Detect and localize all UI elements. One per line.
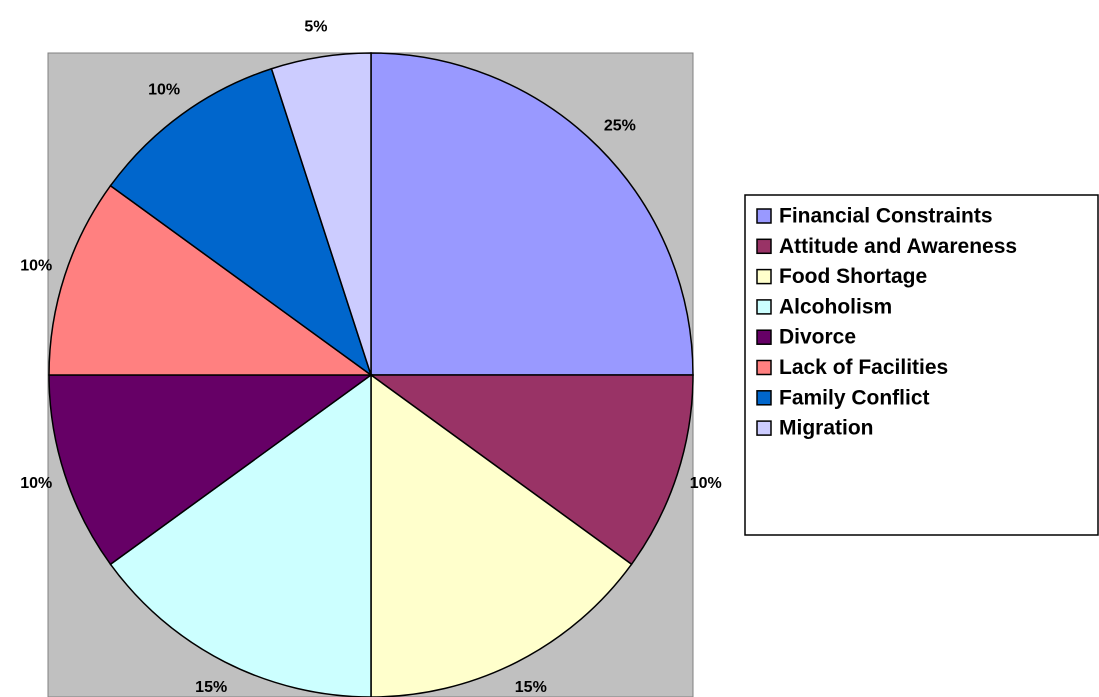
legend-label: Alcoholism — [779, 295, 892, 318]
data-label: 10% — [20, 475, 52, 492]
legend-swatch — [756, 238, 772, 255]
legend-swatch — [756, 420, 772, 436]
pie-slice — [109, 67, 373, 377]
legend-label: Food Shortage — [779, 265, 927, 288]
data-label: 15% — [515, 679, 547, 696]
data-label: 10% — [20, 257, 52, 274]
legend-label: Migration — [779, 417, 874, 440]
data-label: 5% — [304, 19, 327, 36]
pie-slice — [370, 52, 694, 376]
pie-slice — [370, 373, 633, 697]
pie-slice — [368, 374, 694, 566]
pie-slice — [48, 374, 374, 566]
pie-slice — [109, 373, 372, 697]
legend-label: Family Conflict — [779, 386, 930, 409]
legend-swatch — [756, 299, 772, 315]
legend-label: Financial Constraints — [779, 205, 993, 228]
data-label: 25% — [604, 117, 636, 134]
legend-label: Lack of Facilities — [779, 356, 948, 379]
data-label: 15% — [195, 679, 227, 696]
legend-swatch — [756, 208, 772, 224]
legend — [744, 194, 1099, 536]
legend-swatch — [756, 268, 772, 285]
pie-slice — [48, 184, 374, 376]
data-label: 10% — [690, 475, 722, 492]
legend-label: Attitude and Awareness — [779, 235, 1017, 258]
data-label: 10% — [148, 81, 180, 98]
legend-swatch — [756, 329, 772, 345]
legend-swatch — [756, 390, 772, 406]
legend-swatch — [756, 359, 772, 376]
legend-label: Divorce — [779, 326, 856, 349]
pie-slice — [270, 52, 372, 376]
